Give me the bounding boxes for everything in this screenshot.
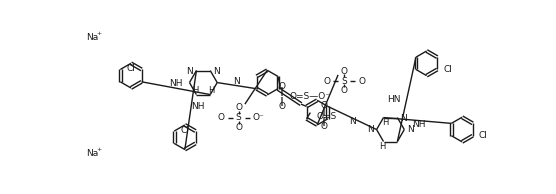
Text: O: O: [278, 82, 285, 91]
Text: O: O: [278, 102, 285, 111]
Text: Na: Na: [86, 33, 98, 42]
Text: Cl: Cl: [180, 126, 189, 135]
Text: ‖: ‖: [322, 107, 326, 116]
Text: N: N: [400, 114, 407, 123]
Text: Cl: Cl: [127, 64, 136, 73]
Text: N: N: [408, 125, 414, 134]
Text: +: +: [96, 147, 102, 152]
Text: S: S: [341, 76, 347, 86]
Text: O: O: [324, 76, 330, 86]
Text: O: O: [321, 101, 327, 110]
Text: ‖: ‖: [322, 117, 326, 126]
Text: O: O: [235, 123, 242, 132]
Text: O=S—O⁻: O=S—O⁻: [290, 92, 330, 101]
Text: O: O: [218, 113, 225, 122]
Text: +: +: [96, 31, 102, 36]
Text: Na: Na: [86, 149, 98, 158]
Text: O: O: [235, 103, 242, 113]
Text: S: S: [236, 113, 242, 122]
Text: NH: NH: [169, 79, 183, 88]
Text: Cl: Cl: [444, 65, 453, 74]
Text: ‖: ‖: [280, 87, 284, 96]
Text: H: H: [208, 86, 214, 95]
Text: N: N: [187, 67, 193, 76]
Text: Cl: Cl: [479, 131, 488, 140]
Text: H: H: [382, 118, 388, 127]
Text: HN: HN: [387, 95, 400, 104]
Text: O⁻: O⁻: [252, 113, 264, 122]
Text: N: N: [349, 117, 356, 126]
Text: O: O: [358, 76, 365, 86]
Text: N: N: [234, 77, 240, 86]
Text: NH: NH: [412, 120, 426, 129]
Text: ‖: ‖: [280, 97, 284, 106]
Text: O: O: [321, 122, 327, 131]
Text: O: O: [341, 86, 348, 95]
Text: O=S: O=S: [316, 112, 337, 121]
Text: O: O: [341, 67, 348, 75]
Text: H: H: [379, 142, 385, 151]
Text: NH: NH: [191, 102, 205, 112]
Text: N: N: [214, 67, 220, 76]
Text: H: H: [192, 86, 199, 95]
Text: N: N: [367, 125, 374, 134]
